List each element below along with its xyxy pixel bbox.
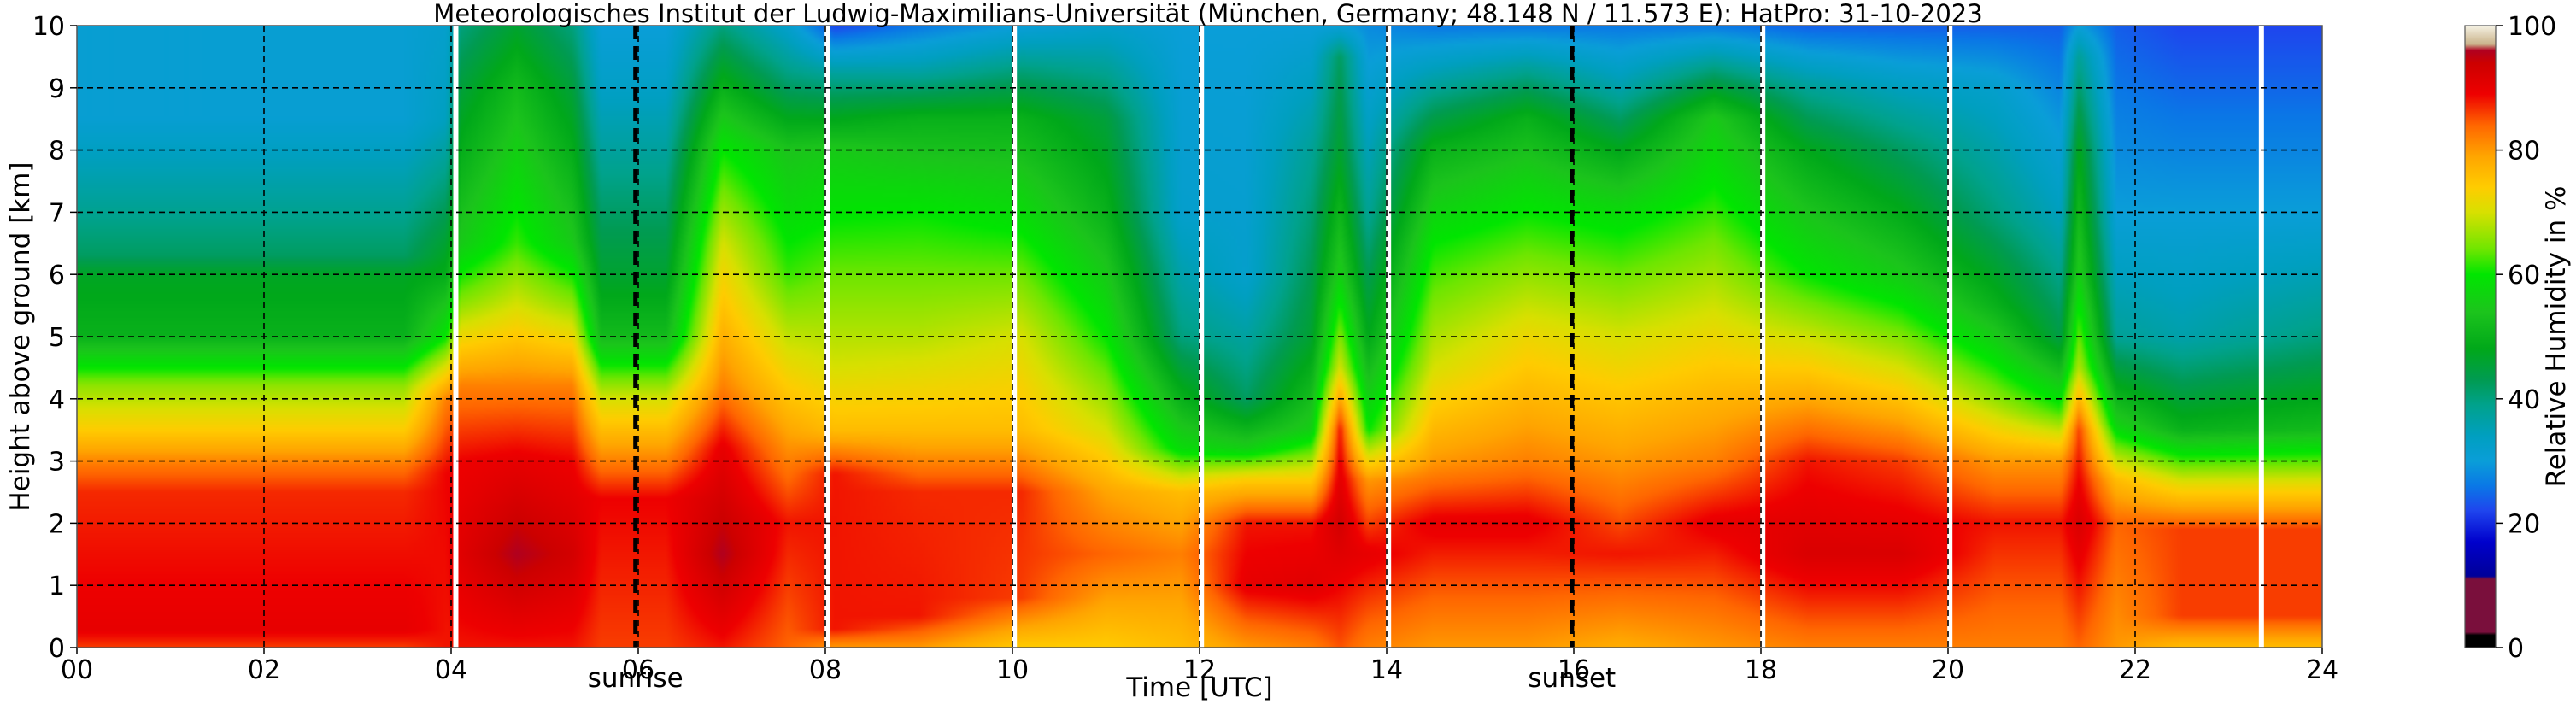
x-tick-label: 08: [809, 655, 842, 685]
y-tick-label: 4: [49, 385, 65, 415]
x-axis-label: Time [UTC]: [1125, 672, 1272, 703]
colorbar-tick-label: 40: [2508, 385, 2540, 415]
colorbar-tick-label: 100: [2508, 12, 2556, 42]
colorbar-tick-label: 20: [2508, 509, 2540, 539]
data-gap: [1199, 26, 1205, 648]
x-tick-label: 24: [2306, 655, 2338, 685]
grid-lines: [77, 26, 2322, 648]
y-axis-label: Height above ground [km]: [5, 161, 36, 511]
data-gap: [1386, 26, 1392, 648]
y-tick-label: 3: [49, 448, 65, 478]
y-tick-label: 7: [49, 198, 65, 228]
x-tick-label: 16: [1558, 655, 1590, 685]
x-tick-label: 14: [1370, 655, 1403, 685]
event-labels: sunrise sunset: [588, 663, 1617, 694]
x-tick-label: 00: [61, 655, 93, 685]
y-tick-label: 8: [49, 137, 65, 167]
x-tick-label: 04: [435, 655, 467, 685]
y-tick-label: 0: [49, 634, 65, 664]
event-label: sunset: [1528, 663, 1616, 694]
x-tick-label: 18: [1745, 655, 1777, 685]
colorbar-tick-label: 0: [2508, 634, 2524, 664]
y-tick-label: 2: [49, 509, 65, 539]
x-tick-label: 10: [996, 655, 1029, 685]
chart-title: Meteorologisches Institut der Ludwig-Max…: [433, 0, 1982, 28]
y-tick-label: 1: [49, 572, 65, 601]
x-axis-ticks: 00 02 04 06 08 10 12 14 16 18 20 22 24: [61, 648, 2338, 685]
y-tick-label: 5: [49, 323, 65, 353]
event-label: sunrise: [588, 663, 684, 694]
y-tick-label: 10: [32, 12, 65, 42]
x-tick-label: 20: [1932, 655, 1964, 685]
x-tick-label: 12: [1183, 655, 1216, 685]
colorbar-tick-label: 80: [2508, 137, 2540, 167]
x-tick-label: 02: [248, 655, 280, 685]
colorbar-tick-label: 60: [2508, 261, 2540, 290]
x-tick-label: 06: [622, 655, 654, 685]
colorbar: [2464, 25, 2497, 648]
y-axis-ticks: 0 1 2 3 4 5 6 7 8 9 10: [32, 12, 77, 664]
y-tick-label: 9: [49, 74, 65, 104]
colorbar-label: Relative Humidity in %: [2541, 186, 2572, 488]
colorbar-ticks: 0 20 40 60 80 100: [2496, 12, 2556, 664]
data-gap: [453, 26, 459, 648]
data-gap: [1947, 26, 1953, 648]
event-lines: [633, 26, 1575, 648]
x-tick-label: 22: [2119, 655, 2151, 685]
y-tick-label: 6: [49, 261, 65, 290]
